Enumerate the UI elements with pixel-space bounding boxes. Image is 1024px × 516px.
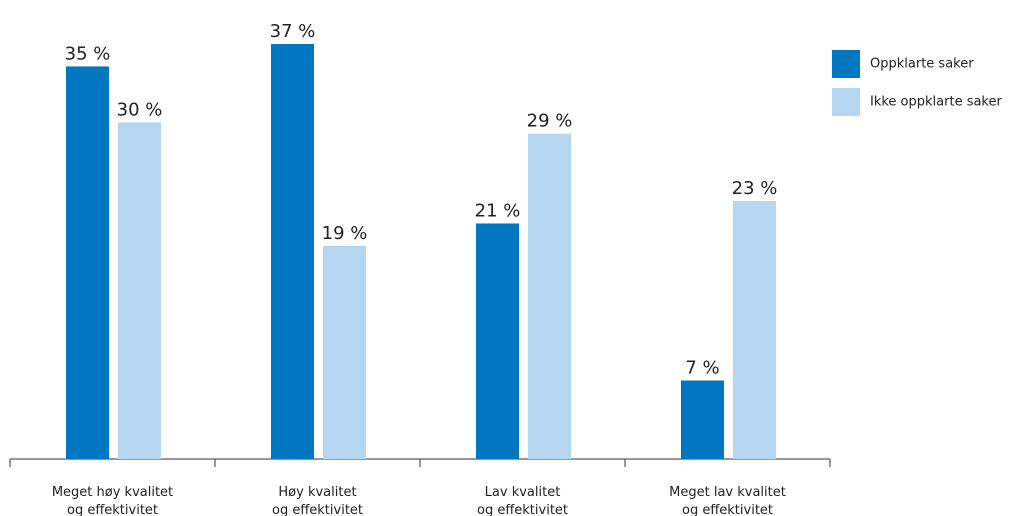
value-label: 21 %	[475, 200, 521, 221]
x-tick-label: Høy kvalitet og effektivitet	[272, 485, 363, 516]
value-label: 37 %	[270, 21, 316, 42]
legend-swatch	[832, 50, 860, 78]
value-label: 19 %	[322, 223, 368, 244]
value-label: 30 %	[117, 100, 163, 121]
x-tick-label-line: Lav kvalitet	[485, 485, 561, 500]
bar	[271, 44, 314, 459]
x-tick-label: Meget høy kvalitet og effektivitet	[52, 485, 173, 516]
x-tick-label-line: Meget høy kvalitet	[52, 485, 173, 500]
x-tick-label-line: Høy kvalitet	[278, 485, 356, 500]
bar	[681, 380, 724, 459]
legend-label: Ikke oppklarte saker	[870, 95, 1002, 110]
value-label: 29 %	[527, 111, 573, 132]
bar	[733, 201, 776, 459]
value-label: 35 %	[65, 43, 111, 64]
x-tick-label-line: Meget lav kvalitet	[669, 485, 786, 500]
legend-swatch	[832, 88, 860, 116]
x-tick-label-line: og effektivitet	[682, 503, 773, 516]
value-label: 23 %	[732, 178, 778, 199]
bar	[118, 122, 161, 459]
x-tick-label-line: og effektivitet	[67, 503, 158, 516]
bar	[323, 245, 366, 459]
value-label: 7 %	[685, 357, 719, 378]
bar	[66, 66, 109, 459]
x-tick-label: Meget lav kvalitet og effektivitet	[669, 485, 786, 516]
x-tick-label: Lav kvalitet og effektivitet	[477, 485, 568, 516]
x-tick-label-line: og effektivitet	[477, 503, 568, 516]
bar	[476, 223, 519, 459]
legend-label: Oppklarte saker	[870, 57, 974, 72]
bar	[528, 133, 571, 459]
x-tick-label-line: og effektivitet	[272, 503, 363, 516]
